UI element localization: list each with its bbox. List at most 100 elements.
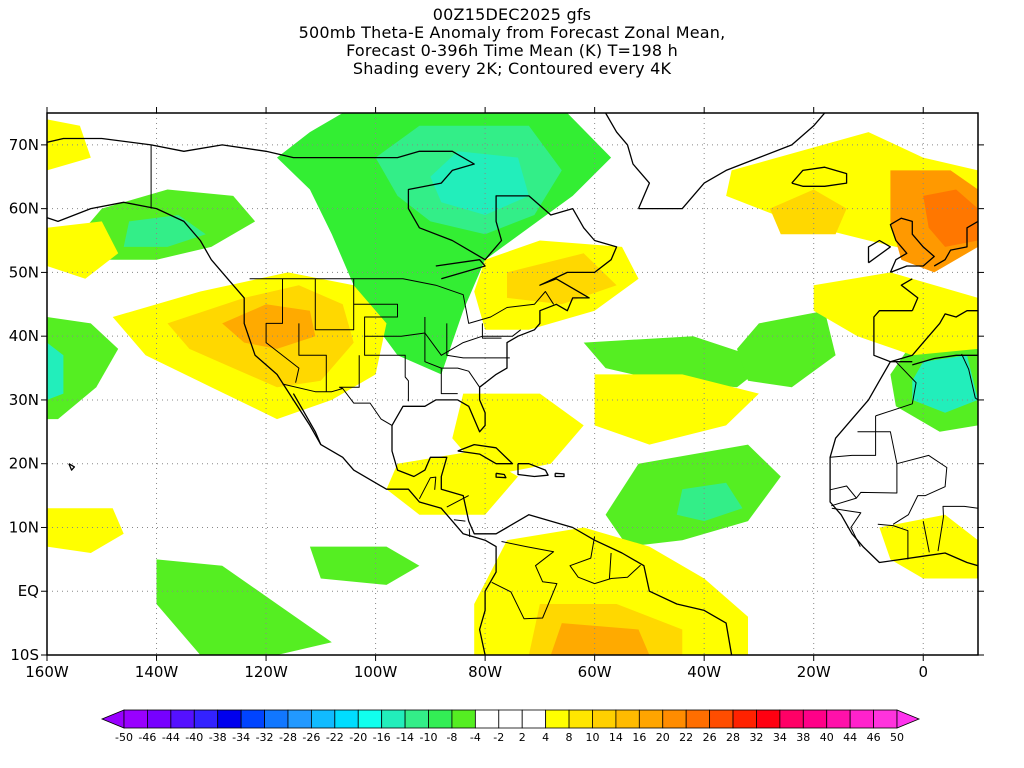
colorbar-swatch xyxy=(802,709,828,729)
colorbar-label: 46 xyxy=(867,731,881,744)
lon-tick-label: 40W xyxy=(687,663,721,681)
colorbar-high-arrow xyxy=(896,709,921,729)
lat-tick-label: 30N xyxy=(9,391,39,409)
coastline xyxy=(517,463,549,478)
colorbar-swatch xyxy=(334,709,359,729)
colorbar-swatch xyxy=(592,709,617,729)
border-line xyxy=(892,454,948,525)
colorbar-swatch xyxy=(451,709,476,729)
shading-region xyxy=(507,253,617,305)
shading-region xyxy=(430,151,529,215)
coastline xyxy=(829,361,978,579)
lon-tick-label: 140W xyxy=(135,663,179,681)
colorbar-label: 32 xyxy=(749,731,763,744)
shading-region xyxy=(47,221,119,279)
colorbar-label: -40 xyxy=(185,731,203,744)
colorbar-swatch xyxy=(310,709,336,729)
shading-region xyxy=(156,559,332,655)
coastline xyxy=(554,472,565,478)
colorbar-label: -16 xyxy=(373,731,391,744)
border-line xyxy=(877,523,909,560)
border-line xyxy=(922,521,930,553)
shading-region xyxy=(769,189,847,235)
lat-tick-label: 10S xyxy=(10,646,39,664)
title-line-shading: Shading every 2K; Contoured every 4K xyxy=(352,59,672,78)
border-line xyxy=(468,528,471,538)
colorbar-swatch xyxy=(779,709,804,729)
colorbar-swatch xyxy=(685,709,710,729)
coastline xyxy=(495,472,507,479)
lat-tick-label: 70N xyxy=(9,136,39,154)
shading-region xyxy=(47,508,124,553)
colorbar-label: -20 xyxy=(349,731,367,744)
colorbar-swatch xyxy=(193,709,219,729)
coastline xyxy=(457,443,514,465)
colorbar-swatch xyxy=(240,709,265,729)
coastline xyxy=(638,113,826,210)
border-line xyxy=(446,495,469,508)
colorbar-label: 4 xyxy=(542,731,549,744)
coastline xyxy=(873,310,978,363)
shading-region xyxy=(47,317,119,420)
coastline xyxy=(889,217,935,274)
colorbar-label: 14 xyxy=(609,731,623,744)
colorbar-label: 40 xyxy=(820,731,834,744)
colorbar-label: -32 xyxy=(256,731,274,744)
coastline xyxy=(933,220,978,267)
coastline xyxy=(391,425,733,655)
colorbar-swatch xyxy=(849,709,874,729)
border-line xyxy=(446,323,510,359)
colorbar-swatch xyxy=(474,709,500,729)
lon-axis: 160W 140W 120W 100W 80W 60W 40W 20W 0 xyxy=(25,107,928,681)
lat-tick-label: 50N xyxy=(9,263,39,281)
shading-region xyxy=(737,310,836,388)
colorbar-label: -44 xyxy=(162,731,180,744)
colorbar-swatch xyxy=(381,709,406,729)
colorbar-swatch xyxy=(709,709,734,729)
colorbar-label: 26 xyxy=(703,731,717,744)
shading-region xyxy=(912,355,978,413)
colorbar-label: -34 xyxy=(232,731,250,744)
border-line xyxy=(424,317,481,388)
colorbar-swatch xyxy=(615,709,640,729)
colorbar-label: -14 xyxy=(396,731,414,744)
plot-frame xyxy=(46,112,979,656)
border-line xyxy=(961,353,978,401)
coastline xyxy=(912,354,978,366)
coastline xyxy=(791,166,848,187)
shading-region xyxy=(47,119,91,171)
colorbar-label: -4 xyxy=(470,731,481,744)
coastline xyxy=(47,137,618,433)
colorbar-swatch xyxy=(498,709,523,729)
border-line xyxy=(608,552,612,580)
colorbar-low-arrow xyxy=(100,709,125,729)
colorbar-label: 8 xyxy=(566,731,573,744)
border-line xyxy=(491,541,558,620)
colorbar-swatch xyxy=(428,709,453,729)
shading-region xyxy=(583,336,770,388)
shading-region xyxy=(879,514,978,579)
lat-tick-label: EQ xyxy=(18,582,39,600)
lon-tick-label: 20W xyxy=(797,663,831,681)
shading-region xyxy=(309,546,420,585)
lat-tick-label: 20N xyxy=(9,455,39,473)
colorbar-swatch xyxy=(826,709,851,729)
border-line xyxy=(831,507,862,547)
title-line-forecast: Forecast 0-396h Time Mean (K) T=198 h xyxy=(346,41,678,60)
colorbar-swatch xyxy=(568,709,593,729)
lat-axis: 70N 60N 50N 40N 30N 20N 10N EQ 10S xyxy=(9,136,984,664)
colorbar-swatch xyxy=(662,709,687,729)
title-line-field: 500mb Theta-E Anomaly from Forecast Zona… xyxy=(298,23,726,42)
border-line xyxy=(481,323,502,339)
colorbar-swatch xyxy=(756,709,781,729)
coastline xyxy=(292,393,322,445)
colorbar-label: -10 xyxy=(420,731,438,744)
border-line xyxy=(875,361,917,417)
lon-tick-label: 120W xyxy=(244,663,288,681)
border-line xyxy=(418,476,437,500)
colorbar-swatch xyxy=(264,709,289,729)
shading-region xyxy=(222,304,316,349)
lat-tick-label: 60N xyxy=(9,200,39,218)
colorbar-label: 50 xyxy=(890,731,904,744)
colorbar-swatch xyxy=(147,709,172,729)
